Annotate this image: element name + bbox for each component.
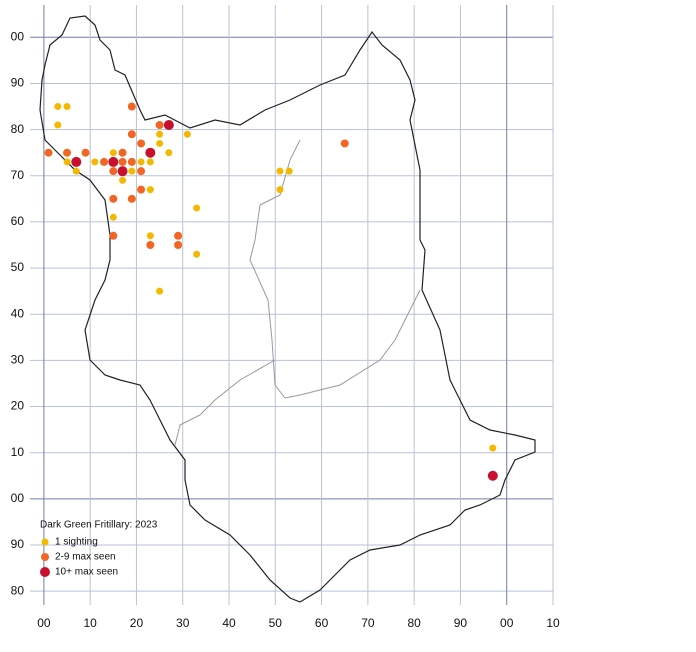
- county-boundary: [39, 15, 536, 603]
- record-dot: [63, 158, 71, 166]
- record-dot: [63, 148, 72, 157]
- record-dot: [118, 148, 127, 157]
- record-dot: [156, 130, 164, 138]
- y-tick-label: 50: [11, 260, 25, 274]
- record-dot: [63, 103, 71, 111]
- legend-title: Dark Green Fritillary: 2023: [40, 520, 158, 531]
- y-tick-label: 60: [11, 214, 25, 228]
- record-dot: [276, 167, 284, 175]
- record-dot: [109, 213, 117, 221]
- x-tick-label: 00: [500, 616, 514, 630]
- x-tick-label: 60: [315, 616, 329, 630]
- record-dot: [127, 102, 136, 111]
- record-dot: [108, 156, 119, 167]
- x-tick-label: 90: [454, 616, 468, 630]
- y-tick-label: 90: [11, 76, 25, 90]
- record-dot: [193, 204, 201, 212]
- record-dot: [119, 176, 127, 184]
- record-dot: [128, 167, 136, 175]
- record-dot: [489, 444, 497, 452]
- record-dot: [137, 139, 146, 148]
- record-dot: [156, 287, 164, 295]
- x-tick-label: 70: [361, 616, 375, 630]
- record-dot: [487, 470, 498, 481]
- record-dot: [285, 167, 293, 175]
- legend-label: 1 sighting: [55, 537, 98, 548]
- record-dot: [71, 156, 82, 167]
- record-dot: [137, 158, 145, 166]
- record-dot: [127, 194, 136, 203]
- x-tick-label: 20: [130, 616, 144, 630]
- record-dot: [174, 241, 183, 249]
- record-dot: [276, 186, 284, 194]
- record-dot: [137, 167, 146, 176]
- record-dot: [163, 120, 174, 130]
- x-tick-label: 40: [222, 616, 236, 630]
- y-tick-label: 90: [11, 537, 25, 551]
- x-tick-label: 00: [37, 616, 51, 630]
- x-tick-label: 10: [83, 616, 97, 630]
- record-dot: [81, 148, 90, 157]
- record-dot: [109, 194, 118, 203]
- record-dot: [174, 231, 183, 240]
- record-dot: [127, 157, 136, 166]
- record-dot: [117, 166, 128, 177]
- record-dot: [156, 139, 164, 147]
- record-dot: [44, 148, 53, 157]
- record-dot: [145, 147, 156, 158]
- record-dot: [54, 103, 62, 111]
- y-tick-label: 20: [11, 399, 25, 413]
- legend-swatch: [40, 567, 50, 577]
- record-dot: [109, 167, 118, 176]
- legend-swatch: [41, 553, 49, 561]
- record-dot: [183, 130, 191, 138]
- record-dot: [146, 158, 154, 166]
- record-dot: [72, 167, 80, 175]
- x-tick-label: 30: [176, 616, 190, 630]
- record-dot: [137, 185, 146, 194]
- legend-label: 10+ max seen: [55, 567, 118, 578]
- record-dot: [146, 232, 154, 240]
- x-tick-label: 10: [546, 616, 560, 630]
- district-boundary: [174, 359, 276, 446]
- y-tick-label: 80: [11, 122, 25, 136]
- record-dot: [54, 121, 62, 129]
- y-tick-label: 10: [11, 445, 25, 459]
- record-dot: [91, 158, 99, 166]
- record-dot: [127, 130, 136, 139]
- legend-label: 2-9 max seen: [55, 552, 116, 563]
- x-tick-label: 50: [269, 616, 283, 630]
- x-tick-label: 80: [407, 616, 421, 630]
- record-dot: [193, 250, 201, 258]
- y-tick-label: 40: [11, 306, 25, 320]
- record-dot: [146, 186, 154, 194]
- record-dot: [100, 157, 109, 166]
- y-tick-label: 00: [11, 29, 25, 43]
- y-tick-label: 00: [11, 491, 25, 505]
- legend-swatch: [41, 538, 49, 546]
- record-dot: [165, 149, 173, 157]
- y-tick-label: 30: [11, 353, 25, 367]
- record-dot: [109, 149, 117, 157]
- record-dot: [340, 139, 349, 148]
- y-tick-label: 80: [11, 583, 25, 597]
- record-dot: [146, 241, 155, 249]
- record-dot: [155, 121, 164, 129]
- record-dot: [118, 157, 127, 166]
- y-tick-label: 70: [11, 168, 25, 182]
- district-boundary: [249, 139, 421, 399]
- record-dot: [109, 231, 118, 240]
